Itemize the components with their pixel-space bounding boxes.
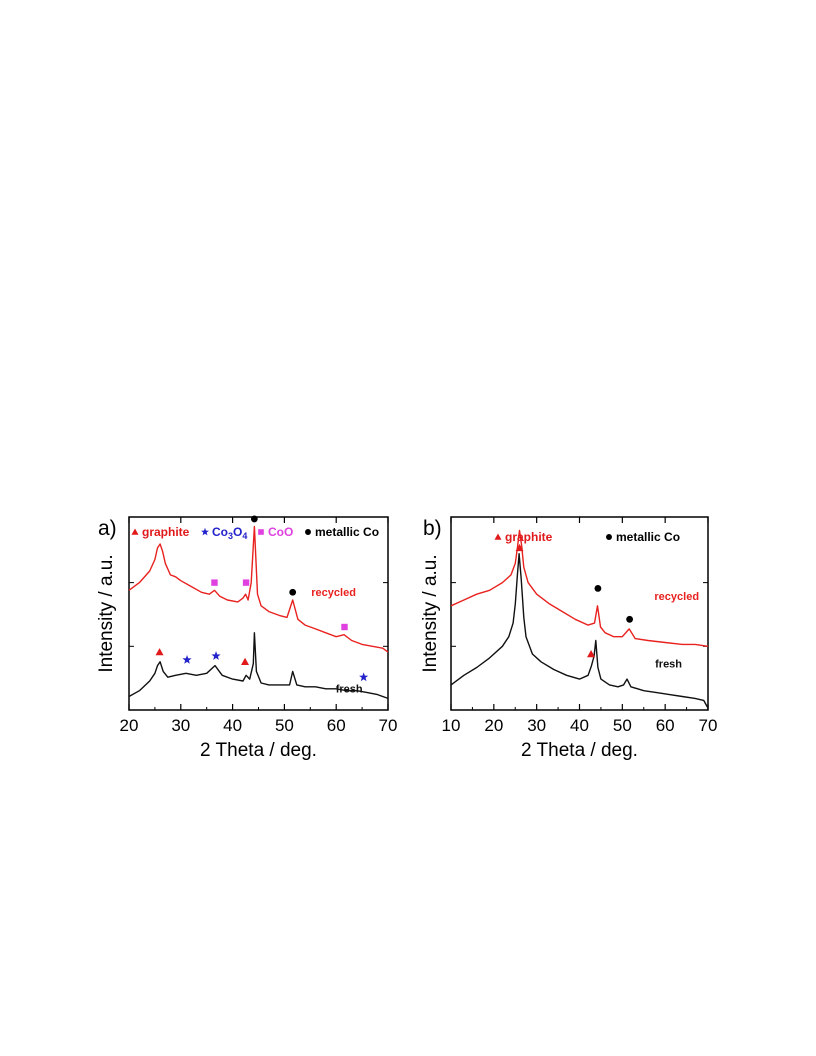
legend-label: graphite xyxy=(505,530,553,544)
peak-marker-triangle xyxy=(587,650,596,658)
legend-marker-circle xyxy=(606,534,612,540)
x-tick-label: 60 xyxy=(327,716,346,735)
peak-marker-triangle xyxy=(241,657,250,665)
legend-label-subscript: 4 xyxy=(242,531,247,541)
x-tick-label: 20 xyxy=(120,716,139,735)
panel-label: b) xyxy=(423,517,442,540)
x-tick-label: 50 xyxy=(275,716,294,735)
x-axis-label: 2 Theta / deg. xyxy=(521,740,638,761)
series-label: fresh xyxy=(336,684,363,696)
series-label: recycled xyxy=(311,587,356,599)
peak-marker-square xyxy=(341,623,348,631)
legend-marker-triangle xyxy=(131,528,139,535)
series-label: fresh xyxy=(655,659,682,671)
legend-marker-circle xyxy=(305,529,311,535)
plot-frame xyxy=(128,516,389,711)
legend-label-subscript: 3 xyxy=(228,531,233,541)
legend-marker-star xyxy=(201,527,209,536)
series-line-recycled xyxy=(450,529,709,647)
peak-marker-circle xyxy=(250,515,258,523)
series-label: recycled xyxy=(654,591,699,603)
x-tick-label: 70 xyxy=(379,716,398,735)
y-axis-label: Intensity / a.u. xyxy=(96,554,117,672)
peak-marker-square xyxy=(242,579,250,586)
legend-label-part: Co xyxy=(212,525,228,539)
x-tick-label: 40 xyxy=(570,716,589,735)
series-line-fresh xyxy=(450,553,709,709)
y-axis-label: Intensity / a.u. xyxy=(420,554,441,672)
series-line-fresh xyxy=(128,632,389,700)
peak-marker-circle xyxy=(289,588,297,596)
x-tick-label: 50 xyxy=(613,716,632,735)
peak-marker-triangle xyxy=(155,648,164,656)
series-line-recycled xyxy=(128,525,389,653)
panel-b: 10 20 30 40 50 60 70 2 Theta / deg. Intensity / … xyxy=(420,516,718,761)
peak-marker-star xyxy=(359,672,369,682)
legend-label: Co3O4 xyxy=(212,525,247,541)
peak-marker-circle xyxy=(626,615,634,623)
x-tick-label: 30 xyxy=(171,716,190,735)
x-tick-label: 60 xyxy=(656,716,675,735)
legend-marker-triangle xyxy=(494,533,502,540)
x-axis-label: 2 Theta / deg. xyxy=(200,740,317,761)
legend-label-part: O xyxy=(233,525,242,539)
x-tick-label: 40 xyxy=(223,716,242,735)
peak-marker-triangle xyxy=(515,543,524,552)
legend-label: graphite xyxy=(142,525,190,539)
x-tick-label: 30 xyxy=(527,716,546,735)
x-tick-label: 20 xyxy=(484,716,503,735)
legend-label: metallic Co xyxy=(315,525,379,539)
panel-a: 20 30 40 50 60 70 2 Theta / deg. Intensity / a.… xyxy=(96,515,398,761)
peak-marker-star xyxy=(182,655,192,664)
x-tick-label: 10 xyxy=(442,716,461,735)
plot-frame xyxy=(450,516,709,711)
panel-label: a) xyxy=(98,517,117,540)
legend-label: CoO xyxy=(268,525,293,539)
x-tick-label: 70 xyxy=(699,716,718,735)
peak-marker-square xyxy=(211,579,218,586)
legend-marker-square xyxy=(258,529,264,535)
legend-label: metallic Co xyxy=(616,530,680,544)
peak-marker-star xyxy=(211,651,221,660)
peak-marker-circle xyxy=(594,585,602,592)
